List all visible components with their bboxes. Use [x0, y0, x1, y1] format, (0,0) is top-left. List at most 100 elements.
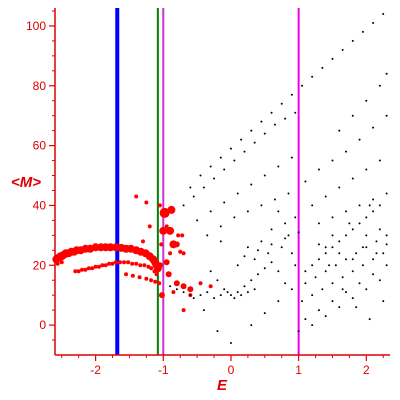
point-s1-2	[209, 165, 212, 168]
point-s1-165	[355, 306, 358, 309]
point-s0-60	[149, 278, 154, 283]
point-s1-99	[345, 258, 348, 261]
point-s1-162	[317, 243, 320, 246]
point-s1-32	[196, 219, 199, 222]
point-s1-33	[209, 210, 212, 213]
point-s1-8	[270, 111, 273, 114]
point-s0-30	[55, 261, 60, 266]
point-s0-31	[59, 260, 64, 265]
point-s0-44	[113, 260, 118, 265]
point-s1-16	[351, 39, 354, 42]
point-s1-63	[233, 297, 236, 300]
point-s1-24	[223, 168, 226, 171]
point-s0-33	[76, 269, 81, 274]
point-s0-86	[147, 224, 152, 229]
point-s1-171	[267, 252, 270, 255]
point-s1-68	[182, 291, 185, 294]
point-s1-67	[175, 288, 178, 291]
point-s0-83	[134, 194, 139, 199]
point-s1-43	[246, 210, 249, 213]
y-tick-label-0: 0	[39, 318, 46, 332]
point-s1-141	[331, 216, 334, 219]
point-s0-87	[164, 224, 169, 229]
point-s1-1	[199, 174, 202, 177]
point-s1-81	[284, 237, 287, 240]
point-s1-116	[345, 291, 348, 294]
x-tick-label-0: -2	[90, 363, 101, 377]
point-s1-66	[253, 288, 256, 291]
point-s1-161	[385, 243, 388, 246]
x-axis-label: E	[217, 377, 228, 394]
x-tick-label-2: 0	[228, 363, 235, 377]
point-s1-158	[368, 204, 371, 207]
point-s1-85	[317, 258, 320, 261]
point-s1-92	[365, 216, 368, 219]
point-s1-79	[257, 249, 260, 252]
point-s1-131	[358, 138, 361, 141]
point-s1-133	[385, 114, 388, 117]
point-s1-146	[338, 129, 341, 132]
point-s0-75	[165, 271, 172, 278]
point-s1-175	[284, 282, 287, 285]
point-s0-50	[138, 263, 143, 268]
point-s1-50	[229, 294, 232, 297]
point-s1-140	[317, 222, 320, 225]
point-s1-178	[284, 222, 287, 225]
point-s1-15	[341, 48, 344, 51]
point-s1-134	[311, 204, 314, 207]
point-s1-123	[338, 306, 341, 309]
point-s1-176	[294, 264, 297, 267]
point-s1-103	[385, 234, 388, 237]
point-s1-36	[250, 183, 253, 186]
point-s0-40	[100, 263, 105, 268]
point-s1-120	[297, 330, 300, 333]
point-s1-40	[206, 234, 209, 237]
point-s1-74	[250, 324, 253, 327]
point-s0-84	[144, 200, 149, 205]
point-s1-14	[331, 57, 334, 60]
point-s1-137	[351, 177, 354, 180]
point-s1-122	[324, 315, 327, 318]
point-s1-113	[304, 318, 307, 321]
point-s1-39	[290, 156, 293, 159]
point-s1-82	[297, 231, 300, 234]
point-s1-183	[246, 246, 249, 249]
point-s1-48	[216, 279, 219, 282]
point-s1-153	[351, 258, 354, 261]
point-s1-173	[290, 252, 293, 255]
point-s1-145	[385, 192, 388, 195]
point-s1-177	[270, 228, 273, 231]
point-s0-76	[173, 280, 180, 287]
x-tick-label-1: -1	[158, 363, 169, 377]
point-s1-157	[348, 222, 351, 225]
point-s1-45	[273, 198, 276, 201]
point-s1-86	[324, 252, 327, 255]
point-s0-37	[90, 266, 95, 271]
point-s1-30	[284, 117, 287, 120]
point-s1-89	[345, 234, 348, 237]
point-s1-88	[338, 240, 341, 243]
point-s0-88	[140, 239, 145, 244]
point-s1-20	[182, 204, 185, 207]
point-s1-98	[334, 264, 337, 267]
point-s1-182	[260, 240, 263, 243]
point-s0-39	[96, 264, 101, 269]
point-s1-38	[277, 165, 280, 168]
point-s0-81	[181, 308, 186, 313]
point-s1-180	[277, 210, 280, 213]
point-s0-51	[142, 263, 147, 268]
point-s1-163	[328, 264, 331, 267]
point-s1-64	[240, 294, 243, 297]
point-s1-170	[253, 258, 256, 261]
point-s0-58	[137, 275, 142, 280]
point-s1-12	[311, 75, 314, 78]
point-s1-142	[345, 210, 348, 213]
point-s1-160	[375, 252, 378, 255]
point-s1-5	[240, 138, 243, 141]
point-s1-47	[209, 270, 212, 273]
point-s1-19	[382, 12, 385, 15]
point-s1-119	[385, 264, 388, 267]
point-s1-84	[311, 264, 314, 267]
point-s1-139	[378, 159, 381, 162]
point-s0-46	[122, 260, 127, 265]
